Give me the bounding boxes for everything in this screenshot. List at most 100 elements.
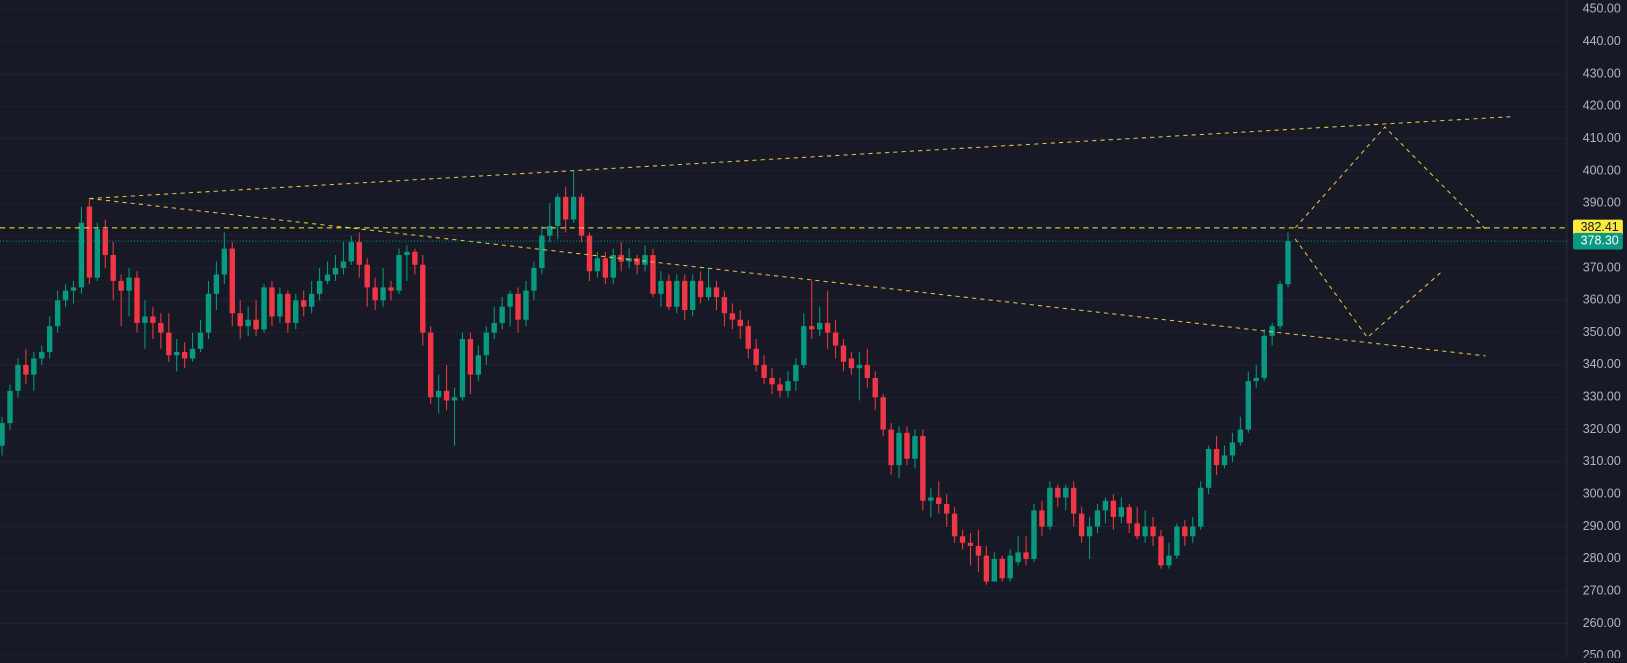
candle-body	[435, 390, 442, 398]
candle-body	[1205, 448, 1212, 488]
y-tick-label: 420.00	[1583, 99, 1621, 113]
candle-body	[1197, 487, 1204, 527]
candle-body	[1229, 442, 1236, 456]
candle-body	[428, 332, 434, 398]
candle-body	[340, 261, 347, 268]
candle-body	[39, 352, 45, 359]
candle-body	[332, 267, 339, 275]
candle-body	[650, 255, 656, 294]
candle-body	[586, 235, 593, 272]
candle-body	[801, 326, 807, 365]
candle-body	[253, 319, 259, 330]
candle-body	[769, 377, 775, 385]
candle-body	[134, 277, 140, 323]
candle-body	[912, 436, 918, 459]
candle-body	[864, 364, 870, 378]
price-label-bg	[1573, 232, 1623, 250]
y-tick-label: 400.00	[1583, 163, 1621, 177]
candle-body	[102, 229, 108, 256]
candle-body	[1190, 526, 1196, 537]
y-tick-label: 330.00	[1583, 390, 1621, 404]
candle-body	[150, 316, 156, 323]
candle-body	[261, 287, 267, 330]
candle-body	[388, 287, 394, 291]
candle-body	[443, 390, 450, 401]
candle-body	[658, 280, 664, 294]
candle-body	[1134, 523, 1140, 537]
candle-body	[578, 196, 585, 236]
candle-body	[983, 555, 990, 582]
candle-body	[412, 251, 418, 265]
candle-body	[928, 497, 934, 501]
candle-body	[1285, 241, 1291, 285]
candle-body	[1269, 326, 1275, 336]
y-tick-label: 260.00	[1583, 616, 1621, 630]
candle-body	[158, 322, 164, 333]
candle-body	[221, 248, 228, 275]
candle-body	[626, 258, 632, 262]
candle-body	[753, 348, 759, 365]
y-tick-label: 280.00	[1583, 551, 1621, 565]
candle-body	[634, 258, 640, 265]
y-tick-label: 300.00	[1583, 487, 1621, 501]
candle-body	[1182, 526, 1188, 537]
candle-body	[816, 322, 823, 330]
candle-body	[237, 313, 243, 327]
candle-body	[594, 258, 601, 272]
candle-body	[86, 206, 93, 278]
candle-body	[880, 397, 886, 430]
candle-body	[293, 300, 299, 323]
y-tick-label: 410.00	[1583, 131, 1621, 145]
candle-body	[1245, 381, 1252, 430]
candle-body	[1174, 526, 1180, 556]
candle-body	[785, 381, 791, 391]
candle-body	[840, 345, 847, 362]
candle-body	[1094, 510, 1101, 527]
candle-body	[1039, 510, 1045, 527]
candle-body	[547, 225, 553, 236]
candle-body	[531, 267, 537, 291]
candle-body	[285, 293, 291, 323]
candle-body	[94, 229, 101, 278]
candle-body	[1015, 552, 1021, 563]
candle-body	[491, 322, 497, 333]
candle-body	[1102, 500, 1109, 511]
candle-body	[1166, 555, 1172, 566]
candle-body	[1253, 377, 1259, 382]
candle-body	[761, 364, 767, 378]
candle-body	[666, 280, 672, 307]
candle-body	[610, 255, 616, 278]
candle-body	[277, 293, 283, 317]
candle-body	[936, 497, 942, 504]
candle-body	[570, 196, 577, 220]
candle-body	[1031, 510, 1037, 559]
candle-body	[118, 280, 124, 291]
candle-body	[348, 242, 355, 262]
trend-line	[1294, 126, 1487, 230]
candle-body	[467, 339, 474, 375]
y-tick-label: 290.00	[1583, 519, 1621, 533]
candle-body	[975, 545, 982, 556]
candle-body	[539, 235, 545, 268]
candle-body	[7, 390, 13, 424]
candle-body	[142, 316, 148, 323]
candle-body	[245, 319, 251, 327]
candle-body	[999, 558, 1005, 579]
candle-body	[737, 319, 743, 327]
candle-body	[562, 196, 569, 220]
candle-body	[1110, 500, 1117, 517]
price-label: 382.41	[1581, 220, 1619, 234]
candle-body	[380, 287, 386, 301]
y-tick-label: 250.00	[1583, 648, 1621, 658]
candle-body	[991, 558, 998, 582]
candle-body	[1277, 284, 1283, 327]
candle-body	[316, 280, 323, 294]
candle-body	[943, 503, 950, 514]
candle-body	[110, 255, 116, 281]
candle-body	[70, 287, 77, 291]
candle-body	[324, 274, 331, 281]
candle-body	[62, 290, 69, 301]
y-tick-label: 270.00	[1583, 583, 1621, 597]
candle-body	[301, 300, 307, 307]
